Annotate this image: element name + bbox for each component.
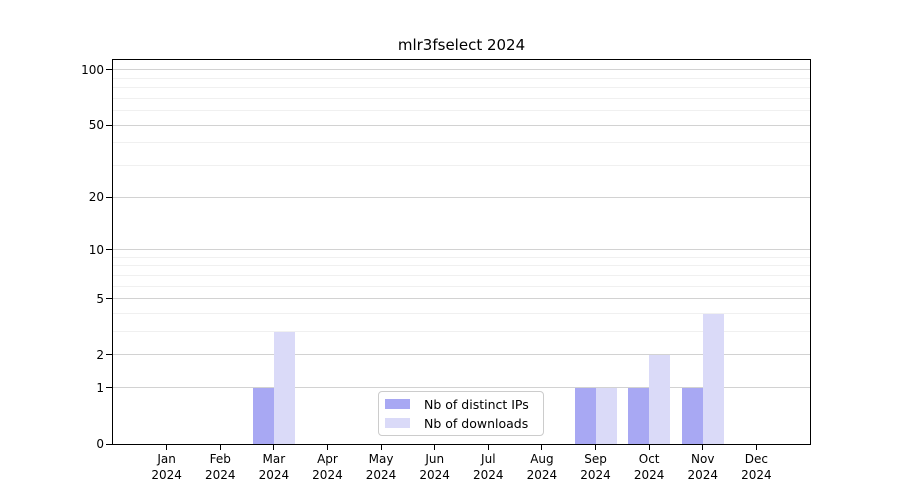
bar-distinct-ips (681, 387, 703, 444)
major-gridline (113, 69, 810, 71)
chart-title: mlr3fselect 2024 (397, 36, 526, 54)
minor-gridline (113, 313, 810, 314)
y-tick-label: 0 (96, 437, 104, 451)
y-tick-label: 100 (81, 62, 104, 77)
minor-gridline (113, 142, 810, 144)
y-tick-label: 10 (88, 242, 104, 257)
minor-gridline (113, 285, 810, 287)
x-tick-mark (541, 444, 543, 450)
y-tick-label: 20 (88, 190, 104, 205)
major-gridline (113, 249, 810, 251)
minor-gridline (113, 110, 810, 112)
minor-gridline (113, 77, 810, 79)
x-tick-label: Nov 2024 (687, 452, 719, 482)
x-tick-mark (702, 444, 704, 450)
x-tick-label: Oct 2024 (633, 452, 665, 482)
legend-label-distinct-ips: Nb of distinct IPs (424, 396, 529, 412)
x-tick-label: Dec 2024 (741, 452, 772, 482)
x-tick-mark (273, 444, 275, 450)
x-tick-mark (380, 444, 382, 450)
plot-area (112, 59, 811, 445)
legend-item-downloads: Nb of downloads (385, 416, 537, 431)
x-tick-label: Feb 2024 (204, 452, 236, 482)
x-tick-label: May 2024 (365, 452, 397, 482)
minor-gridline (113, 256, 810, 258)
legend-swatch-distinct-ips (385, 399, 410, 409)
minor-gridline (113, 165, 810, 167)
y-tick-label: 5 (96, 291, 104, 306)
bar-downloads (273, 331, 295, 444)
x-tick-mark (219, 444, 221, 450)
x-tick-label: Apr 2024 (312, 452, 343, 482)
bar-downloads (595, 387, 617, 444)
y-tick-mark (106, 387, 113, 389)
x-tick-label: Jun 2024 (419, 452, 450, 482)
minor-gridline (113, 265, 810, 267)
x-tick-mark (755, 444, 757, 450)
x-tick-label: Aug 2024 (526, 452, 558, 482)
x-tick-label: Jan 2024 (151, 452, 182, 482)
legend-swatch-downloads (385, 418, 410, 428)
x-tick-mark (166, 444, 168, 450)
y-tick-mark (106, 124, 113, 126)
x-tick-mark (595, 444, 597, 450)
y-tick-mark (106, 298, 113, 300)
y-tick-label: 50 (88, 118, 104, 133)
bar-distinct-ips (574, 387, 596, 444)
major-gridline (113, 354, 810, 356)
bar-distinct-ips (628, 387, 650, 444)
x-tick-mark (648, 444, 650, 450)
y-tick-mark (106, 69, 113, 71)
x-tick-mark (487, 444, 489, 450)
x-tick-label: Jul 2024 (473, 452, 504, 482)
minor-gridline (113, 331, 810, 333)
bar-downloads (702, 313, 724, 444)
minor-gridline (113, 87, 810, 89)
y-tick-label: 1 (96, 380, 104, 395)
y-tick-label: 2 (96, 347, 104, 362)
major-gridline (113, 196, 810, 198)
y-tick-mark (106, 196, 113, 198)
y-tick-mark (106, 249, 113, 251)
minor-gridline (113, 97, 810, 99)
x-tick-mark (326, 444, 328, 450)
x-tick-label: Mar 2024 (258, 452, 290, 482)
x-tick-mark (434, 444, 436, 450)
legend-item-distinct-ips: Nb of distinct IPs (385, 397, 537, 412)
legend: Nb of distinct IPs Nb of downloads (378, 391, 544, 436)
legend-label-downloads: Nb of downloads (424, 415, 529, 431)
bar-distinct-ips (252, 387, 274, 444)
major-gridline (113, 387, 810, 389)
y-tick-mark (106, 354, 113, 356)
x-tick-label: Sep 2024 (580, 452, 611, 482)
bar-downloads (649, 354, 671, 444)
y-tick-mark (106, 443, 113, 445)
major-gridline (113, 124, 810, 126)
minor-gridline (113, 274, 810, 276)
major-gridline (113, 298, 810, 300)
